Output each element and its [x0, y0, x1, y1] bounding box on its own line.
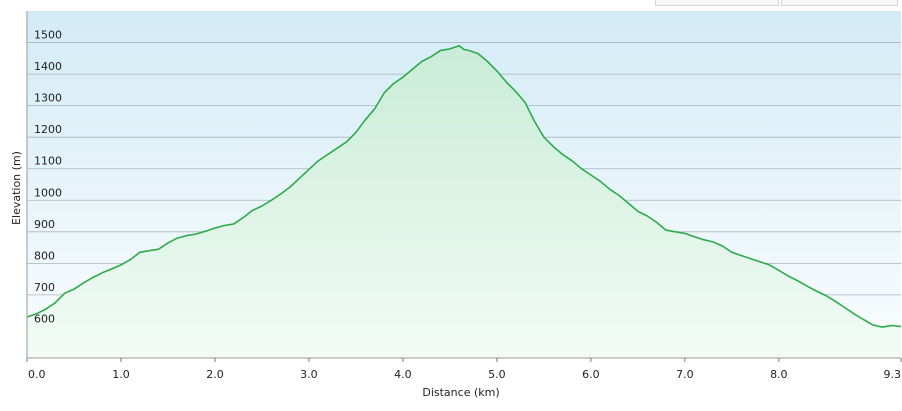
- x-tick-label: 2.0: [206, 368, 224, 381]
- y-tick-label: 800: [34, 249, 55, 262]
- tab-stub-left: [655, 0, 779, 6]
- y-tick-label: 1100: [34, 155, 62, 168]
- y-ticks: 600 700 800 900 1000 1100 1200 1300 1400 1500: [34, 29, 62, 326]
- y-tick-label: 1000: [34, 186, 62, 199]
- x-tick-label: 1.0: [112, 368, 130, 381]
- x-tick-label: 5.0: [488, 368, 506, 381]
- x-tick-label: 4.0: [394, 368, 412, 381]
- y-tick-label: 1200: [34, 123, 62, 136]
- elevation-area-fill: [27, 45, 901, 358]
- x-tick-label: 0.0: [28, 368, 46, 381]
- x-tick-label: 6.0: [582, 368, 600, 381]
- x-ticks: 0.0 1.0 2.0 3.0 4.0 5.0 6.0 7.0 8.0 9.3: [26, 358, 902, 381]
- y-tick-label: 900: [34, 218, 55, 231]
- y-tick-label: 1500: [34, 29, 62, 42]
- y-tick-label: 700: [34, 281, 55, 294]
- y-tick-label: 600: [34, 312, 55, 325]
- elevation-line: [26, 44, 902, 328]
- x-axis-title: Distance (km): [422, 386, 499, 399]
- x-tick-label: 9.3: [884, 368, 902, 381]
- x-tick-label: 8.0: [770, 368, 788, 381]
- y-axis-title: Elevation (m): [10, 151, 23, 225]
- tab-stub-right: [781, 0, 898, 6]
- x-tick-label: 3.0: [300, 368, 318, 381]
- y-tick-label: 1300: [34, 92, 62, 105]
- x-tick-label: 7.0: [676, 368, 694, 381]
- y-tick-label: 1400: [34, 60, 62, 73]
